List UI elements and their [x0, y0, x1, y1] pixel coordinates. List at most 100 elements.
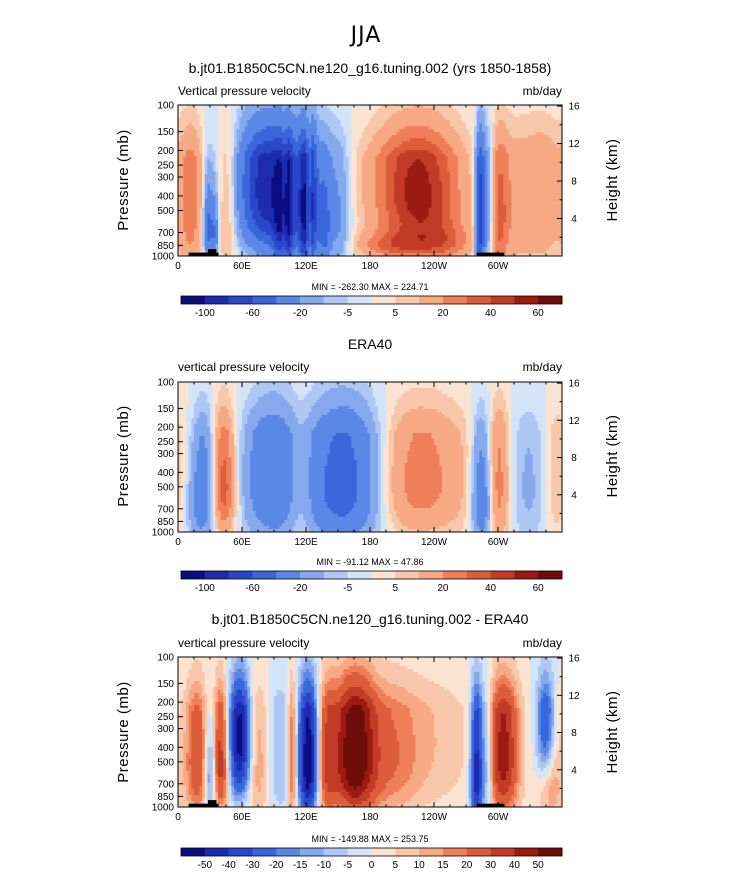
heatmap-cell: [231, 177, 235, 181]
heatmap-cell: [186, 132, 190, 136]
heatmap-cell: [503, 165, 507, 169]
heatmap-cell: [356, 135, 360, 139]
heatmap-cell: [332, 150, 336, 154]
heatmap-cell: [538, 150, 542, 154]
heatmap-cell: [402, 186, 406, 190]
heatmap-cell: [330, 153, 334, 157]
heatmap-cell: [250, 159, 254, 163]
heatmap-cell: [204, 138, 208, 142]
heatmap-cell: [300, 129, 304, 133]
heatmap-cell: [303, 174, 307, 178]
heatmap-cell: [380, 132, 384, 136]
heatmap-cell: [223, 141, 227, 145]
heatmap-cell: [426, 186, 430, 190]
heatmap-cell: [348, 117, 352, 121]
heatmap-cell: [500, 171, 504, 175]
heatmap-cell: [372, 171, 376, 175]
heatmap-cell: [236, 177, 240, 181]
heatmap-cell: [428, 135, 432, 139]
heatmap-cell: [300, 180, 304, 184]
heatmap-cell: [290, 150, 294, 154]
heatmap-cell: [447, 120, 451, 124]
heatmap-cell: [367, 111, 371, 115]
heatmap-cell: [460, 153, 464, 157]
heatmap-cell: [500, 192, 504, 196]
heatmap-cell: [258, 111, 262, 115]
heatmap-cell: [274, 153, 278, 157]
heatmap-cell: [218, 207, 222, 212]
heatmap-cell: [522, 132, 526, 136]
heatmap-cell: [484, 174, 488, 178]
heatmap-cell: [415, 168, 419, 172]
heatmap-cell: [236, 165, 240, 169]
heatmap-cell: [479, 138, 483, 142]
heatmap-cell: [532, 156, 536, 160]
heatmap-cell: [447, 180, 451, 184]
heatmap-cell: [418, 123, 422, 127]
heatmap-cell: [183, 111, 187, 115]
heatmap-cell: [543, 123, 547, 127]
heatmap-cell: [476, 129, 480, 133]
heatmap-cell: [228, 192, 232, 196]
heatmap-cell: [532, 135, 536, 139]
heatmap-cell: [516, 195, 520, 200]
heatmap-cell: [194, 129, 198, 133]
heatmap-cell: [476, 177, 480, 181]
heatmap-cell: [244, 120, 248, 124]
heatmap-cell: [207, 120, 211, 124]
heatmap-cell: [226, 153, 230, 157]
heatmap-cell: [239, 159, 243, 163]
heatmap-cell: [239, 117, 243, 121]
heatmap-cell: [386, 156, 390, 160]
heatmap-cell: [423, 150, 427, 154]
heatmap-cell: [260, 159, 264, 163]
heatmap-cell: [212, 114, 216, 118]
heatmap-cell: [434, 144, 438, 148]
heatmap-cell: [284, 171, 288, 175]
heatmap-cell: [239, 132, 243, 136]
heatmap-cell: [279, 129, 283, 133]
heatmap-cell: [292, 126, 296, 130]
heatmap-cell: [343, 201, 347, 206]
heatmap-cell: [332, 135, 336, 139]
heatmap-cell: [428, 129, 432, 133]
heatmap-cell: [311, 129, 315, 133]
heatmap-cell: [322, 168, 326, 172]
heatmap-cell: [351, 168, 355, 172]
heatmap-cell: [236, 135, 240, 139]
heatmap-cell: [311, 189, 315, 193]
heatmap-cell: [218, 192, 222, 196]
heatmap-cell: [410, 162, 414, 166]
heatmap-cell: [335, 135, 339, 139]
heatmap-cell: [540, 120, 544, 124]
heatmap-cell: [196, 114, 200, 118]
heatmap-cell: [314, 204, 318, 209]
heatmap-cell: [338, 165, 342, 169]
heatmap-cell: [530, 126, 534, 130]
heatmap-cell: [391, 138, 395, 142]
heatmap-cell: [295, 162, 299, 166]
heatmap-cell: [418, 111, 422, 115]
heatmap-cell: [556, 105, 560, 109]
heatmap-cell: [367, 138, 371, 142]
heatmap-cell: [538, 123, 542, 127]
heatmap-cell: [439, 147, 443, 151]
heatmap-cell: [231, 195, 235, 200]
heatmap-cell: [274, 204, 278, 209]
heatmap-cell: [290, 186, 294, 190]
heatmap-cell: [335, 105, 339, 109]
heatmap-cell: [466, 126, 470, 130]
heatmap-cell: [263, 162, 267, 166]
heatmap-cell: [327, 129, 331, 133]
heatmap-cell: [199, 183, 203, 187]
heatmap-cell: [359, 126, 363, 130]
heatmap-cell: [271, 144, 275, 148]
heatmap-cell: [322, 105, 326, 109]
heatmap-cell: [340, 117, 344, 121]
heatmap-cell: [455, 147, 459, 151]
heatmap-cell: [532, 138, 536, 142]
heatmap-cell: [252, 150, 256, 154]
heatmap-cell: [308, 177, 312, 181]
heatmap-cell: [404, 105, 408, 109]
heatmap-cell: [274, 168, 278, 172]
